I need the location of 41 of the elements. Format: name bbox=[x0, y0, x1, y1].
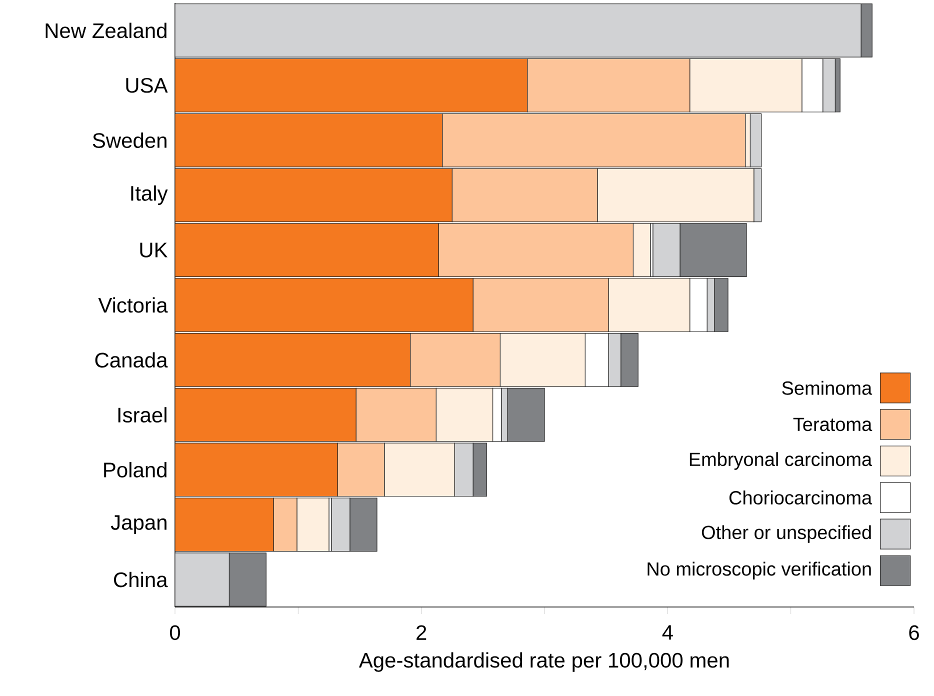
legend-label: Embryonal carcinoma bbox=[690, 452, 872, 470]
bar bbox=[175, 223, 439, 278]
y-tick-label: Canada bbox=[95, 352, 168, 368]
bar bbox=[175, 113, 443, 168]
bar bbox=[754, 168, 762, 222]
bar bbox=[608, 332, 622, 387]
y-tick-label: UK bbox=[140, 242, 168, 258]
bar bbox=[175, 442, 338, 497]
bar bbox=[822, 58, 836, 112]
x-tick-label: 2 bbox=[416, 625, 426, 640]
x-tick-label: 0 bbox=[170, 625, 180, 640]
bar bbox=[834, 58, 840, 112]
legend-label: Seminoma bbox=[782, 380, 872, 395]
x-axis-title: Age-standardised rate per 100,000 men bbox=[358, 652, 729, 672]
y-tick-label: Japan bbox=[110, 515, 166, 534]
legend-label: Teratoma bbox=[793, 418, 872, 432]
bar bbox=[175, 388, 356, 442]
bar bbox=[175, 552, 230, 606]
y-tick-label: China bbox=[114, 572, 168, 588]
bar bbox=[175, 498, 274, 552]
x-tick-label: 6 bbox=[909, 625, 919, 640]
bar bbox=[175, 4, 862, 58]
legend-label: Other or unspecified bbox=[702, 525, 871, 543]
y-tick-label: USA bbox=[126, 78, 168, 93]
bar bbox=[175, 332, 411, 387]
bar bbox=[175, 168, 452, 222]
x-tick-label: 4 bbox=[662, 625, 673, 640]
bar bbox=[454, 442, 474, 497]
y-tick-label: Poland bbox=[104, 462, 166, 478]
bar bbox=[331, 498, 350, 552]
legend-label: Choriocarcinoma bbox=[729, 490, 872, 505]
bar bbox=[175, 278, 474, 332]
y-tick-label: New Zealand bbox=[46, 22, 166, 38]
bar bbox=[750, 113, 762, 168]
y-tick-label: Sweden bbox=[92, 132, 166, 148]
y-tick-label: Israel bbox=[118, 407, 166, 423]
bar bbox=[175, 58, 528, 112]
y-tick-label: Victoria bbox=[98, 297, 168, 313]
y-tick-label: Italy bbox=[131, 185, 168, 205]
legend-label: No microscopic verification bbox=[648, 562, 871, 580]
bar bbox=[652, 223, 680, 278]
